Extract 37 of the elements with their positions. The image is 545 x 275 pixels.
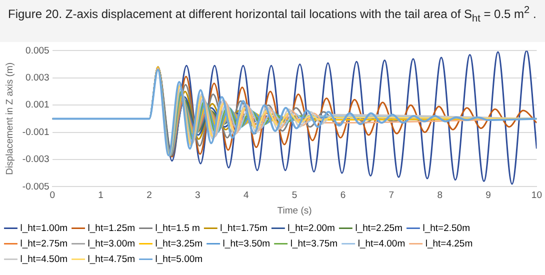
legend-label: l_ht=2.25m — [355, 222, 403, 234]
x-tick-label: 1 — [98, 190, 104, 202]
x-tick-label: 6 — [340, 190, 346, 202]
x-tick-label: 9 — [486, 190, 491, 202]
x-tick-label: 10 — [531, 190, 542, 202]
legend-label: l_ht=4.50m — [20, 254, 68, 265]
legend-label: l_ht=4.75m — [88, 254, 136, 265]
legend-label: l_ht=3.50m — [222, 238, 270, 250]
x-tick-label: 7 — [388, 190, 394, 202]
y-tick-label: -0.005 — [22, 181, 50, 192]
legend-label: l_ht=3.00m — [88, 238, 136, 250]
y-tick-label: -0.001 — [22, 126, 50, 138]
legend-label: l_ht=2.50m — [422, 222, 470, 234]
legend-label: l_ht=1.75m — [220, 222, 268, 234]
x-tick-label: 3 — [195, 190, 200, 202]
x-tick-label: 8 — [437, 190, 442, 202]
legend-label: l_ht=3.75m — [290, 238, 338, 250]
x-tick-label: 0 — [50, 190, 55, 202]
legend-label: l_ht=2.75m — [20, 238, 68, 250]
x-tick-label: 5 — [292, 190, 298, 202]
legend-label: l_ht=2.00m — [288, 222, 336, 234]
legend-label: l_ht=1.5 m — [155, 222, 200, 234]
x-axis-title: Time (s) — [277, 205, 312, 216]
legend-label: l_ht=5.00m — [155, 254, 203, 265]
y-tick-label: 0.001 — [26, 100, 50, 111]
legend-label: l_ht=3.25m — [155, 238, 203, 250]
y-tick-label: 0.005 — [26, 45, 50, 56]
legend-label: l_ht=1.25m — [88, 222, 136, 234]
x-tick-label: 2 — [146, 190, 152, 202]
y-axis-title: Displacement in Z axis (m) — [4, 62, 16, 175]
chart-title: Figure 20. Z-axis displacement at different horizontal tail locations with the tail area of S$_{ht}$ = 0.5 m$^{2}$ . — [0, 0, 545, 42]
legend-label: l_ht=1.00m — [20, 222, 68, 234]
legend-label: l_ht=4.25m — [425, 238, 473, 250]
x-tick-label: 4 — [243, 190, 249, 202]
y-tick-label: -0.003 — [22, 154, 50, 166]
legend-label: l_ht=4.00m — [358, 238, 406, 250]
y-tick-label: 0.003 — [26, 72, 50, 84]
